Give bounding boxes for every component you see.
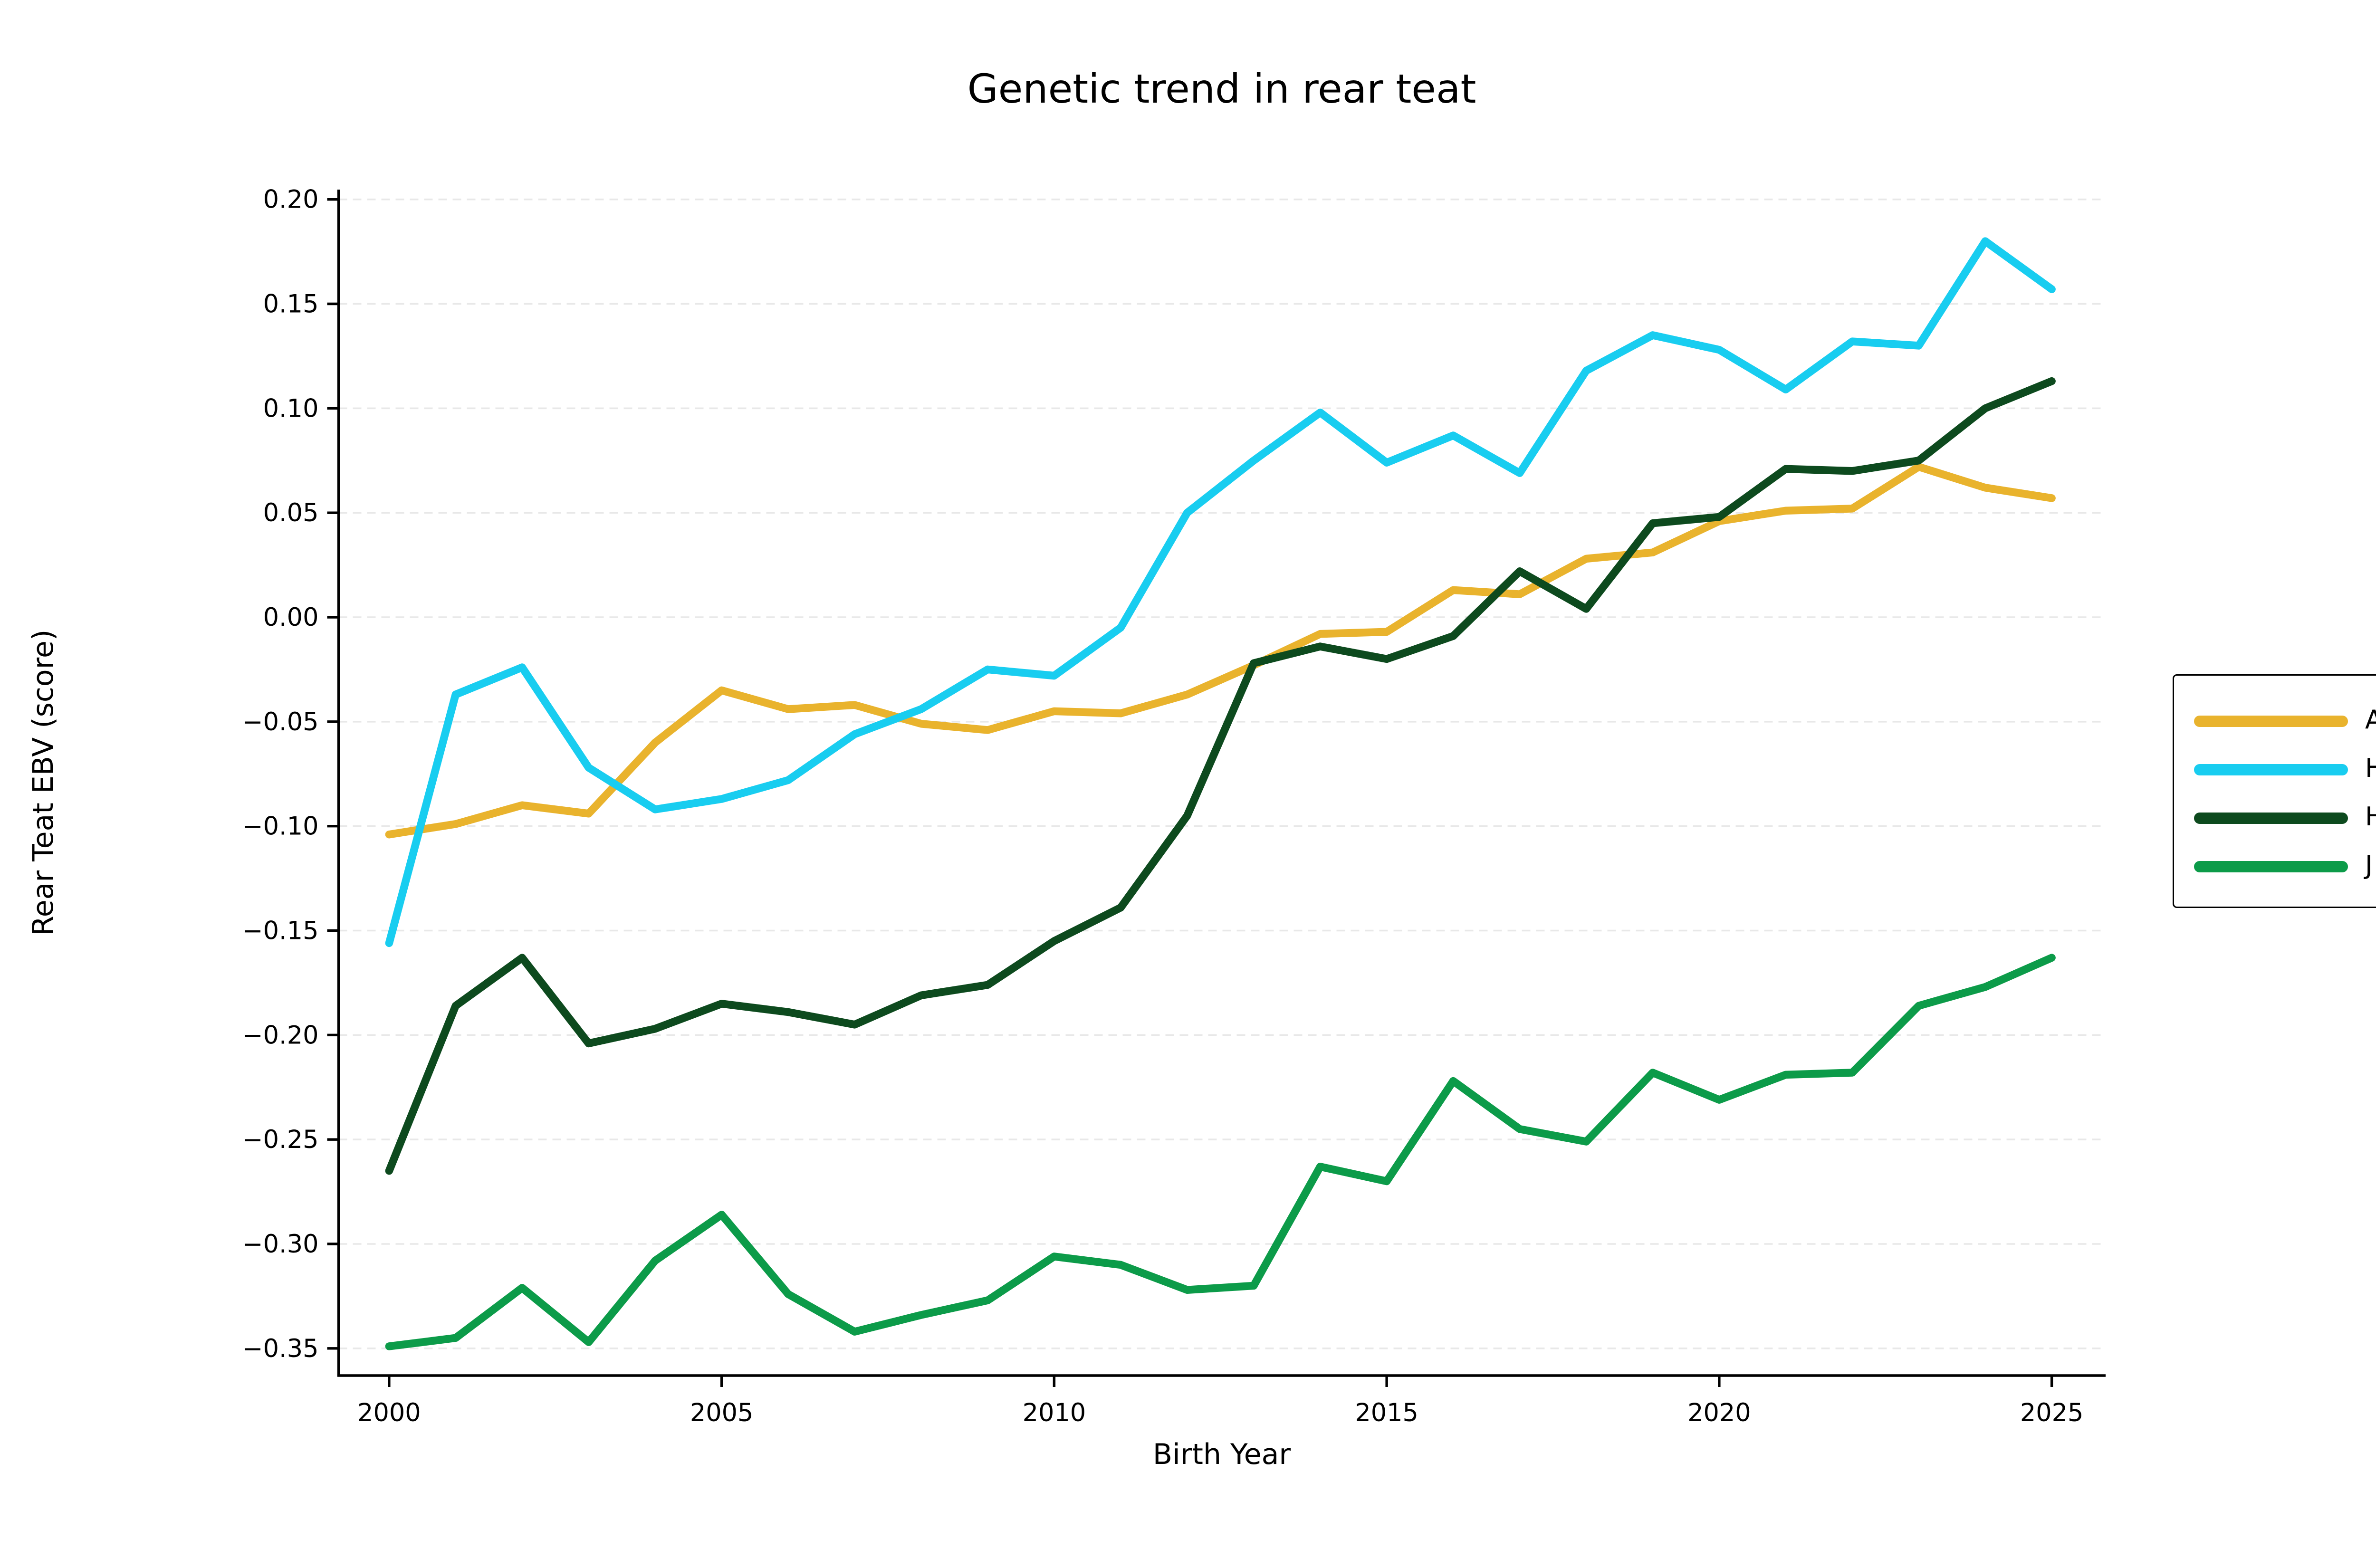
series-line-HFJ <box>385 377 2056 1175</box>
legend-label-A: A <box>2365 708 2376 734</box>
legend-swatch-A <box>2194 716 2348 727</box>
legend-entry-HFJ: HFJ <box>2194 804 2376 832</box>
y-tick-label: −0.15 <box>242 917 319 946</box>
y-tick-label: −0.05 <box>242 708 319 736</box>
chart-title: Genetic trend in rear teat <box>967 66 1476 113</box>
x-axis-label: Birth Year <box>1152 1437 1291 1471</box>
y-tick-label: −0.30 <box>242 1230 319 1259</box>
legend-swatch-HFJ <box>2194 813 2348 824</box>
y-tick-label: 0.05 <box>263 498 319 527</box>
legend-label-HF: HF <box>2365 756 2376 783</box>
y-tick-label: −0.10 <box>242 812 319 841</box>
y-axis-label: Rear Teat EBV (score) <box>26 629 60 936</box>
y-tick-label: 0.10 <box>263 394 319 423</box>
x-tick-label: 2000 <box>357 1398 421 1427</box>
x-tick-label: 2015 <box>1355 1398 1418 1427</box>
x-tick-label: 2025 <box>2020 1398 2084 1427</box>
x-tick-label: 2020 <box>1687 1398 1751 1427</box>
legend-label-J: J <box>2365 851 2373 881</box>
y-tick-label: 0.20 <box>263 185 319 214</box>
legend-box: A HF HFJ J <box>2173 674 2376 908</box>
legend-entry-A: A <box>2194 707 2376 736</box>
x-tick-label: 2005 <box>690 1398 754 1427</box>
legend-entry-HF: HF <box>2194 755 2376 784</box>
series-line-A <box>385 463 2056 839</box>
legend-label-HFJ: HFJ <box>2365 805 2376 831</box>
legend-swatch-J <box>2194 861 2348 872</box>
y-tick-label: 0.00 <box>263 603 319 632</box>
y-tick-label: 0.15 <box>263 289 319 318</box>
y-tick-label: −0.20 <box>242 1021 319 1050</box>
series-line-J <box>385 954 2056 1350</box>
x-tick-label: 2010 <box>1023 1398 1086 1427</box>
y-tick-label: −0.25 <box>242 1125 319 1154</box>
y-tick-label: −0.35 <box>242 1334 319 1363</box>
legend-entry-J: J <box>2194 852 2373 881</box>
series-line-HF <box>385 237 2056 947</box>
legend-swatch-HF <box>2194 764 2348 775</box>
